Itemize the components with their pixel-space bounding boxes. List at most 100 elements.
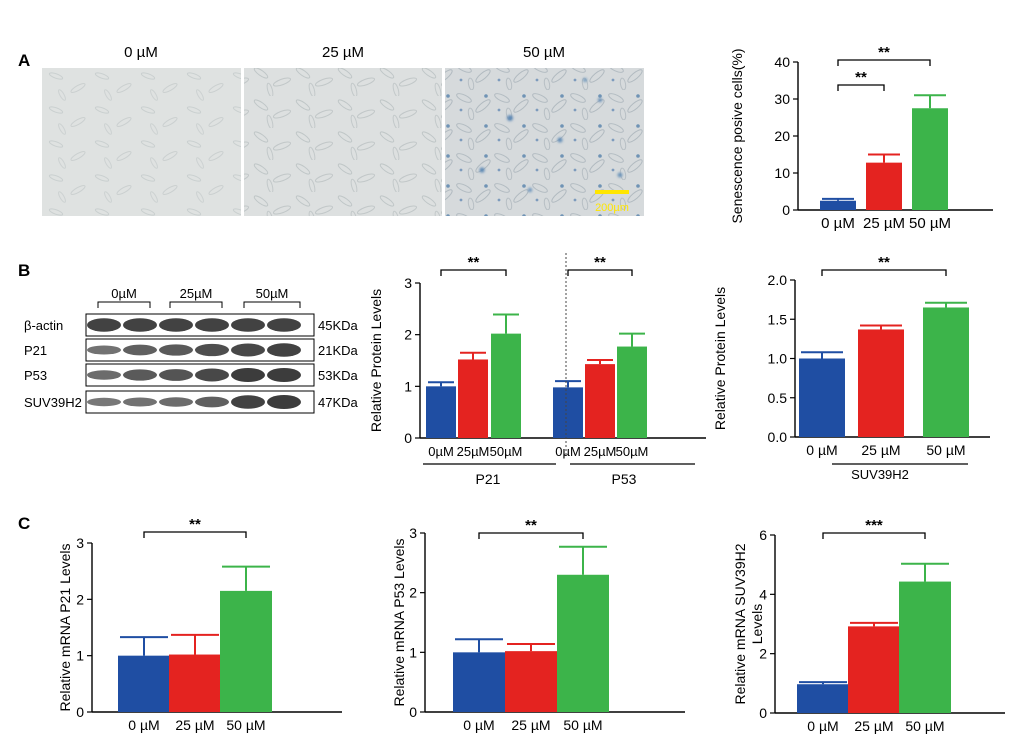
blot-group-bracket xyxy=(243,301,301,308)
blot-band xyxy=(267,343,301,357)
blot-band xyxy=(195,368,229,382)
blot-band xyxy=(195,396,229,408)
bar xyxy=(118,655,170,712)
blot-band xyxy=(195,318,229,332)
x-tick-label: 0 µM xyxy=(463,717,494,733)
y-tick-label: 3 xyxy=(409,525,417,541)
y-tick-label: 30 xyxy=(774,91,790,107)
bar xyxy=(848,626,900,713)
significance-bracket xyxy=(567,269,633,276)
bar xyxy=(923,307,969,437)
y-axis-label: Relative mRNA P53 Levels xyxy=(391,538,407,706)
group-label: P21 xyxy=(476,471,501,487)
significance-label: ** xyxy=(855,69,867,86)
blot-band xyxy=(267,318,301,332)
micrograph-row: 0 µM 25 µM 50 µM 200µm xyxy=(42,44,644,216)
x-tick-label: 25µM xyxy=(584,444,617,459)
bar xyxy=(220,590,272,712)
x-tick-label: 0µM xyxy=(428,444,454,459)
y-tick-label: 0 xyxy=(759,705,767,721)
x-tick-label: 0 µM xyxy=(821,215,855,232)
blot-group-label: 0µM xyxy=(111,286,137,301)
significance-bracket xyxy=(478,532,584,539)
y-tick-label: 2 xyxy=(404,327,412,343)
blot-band xyxy=(159,397,193,407)
blot-band xyxy=(87,397,121,407)
blot-band xyxy=(231,395,265,409)
panel-letter-b: B xyxy=(18,261,30,280)
x-tick-label: 25 µM xyxy=(511,717,550,733)
blot-row-label: P21 xyxy=(24,343,47,358)
blot-band xyxy=(123,397,157,407)
y-axis-label: Senescence posive cells(%) xyxy=(729,48,745,223)
blot-band xyxy=(87,345,121,355)
blot-row-label: β-actin xyxy=(24,318,63,333)
blot-kda-label: 53KDa xyxy=(318,368,359,383)
panel-letter-c: C xyxy=(18,514,30,533)
bar xyxy=(453,652,505,712)
x-tick-label: 0 µM xyxy=(806,442,837,458)
y-tick-label: 20 xyxy=(774,128,790,144)
bar xyxy=(797,684,849,713)
bar xyxy=(426,386,456,438)
y-axis-label: Relative Protein Levels xyxy=(712,287,728,430)
significance-label: ** xyxy=(878,44,890,61)
y-tick-label: 2 xyxy=(759,646,767,662)
panel-letter-a: A xyxy=(18,51,30,70)
y-tick-label: 10 xyxy=(774,165,790,181)
y-tick-label: 40 xyxy=(774,54,790,70)
y-tick-label: 0 xyxy=(782,202,790,218)
blot-band xyxy=(159,369,193,381)
x-tick-label: 25 µM xyxy=(861,442,900,458)
blot-band xyxy=(87,370,121,380)
blot-group-label: 50µM xyxy=(256,286,289,301)
micrograph-label-25um: 25 µM xyxy=(322,44,364,61)
micrograph-0um xyxy=(42,68,241,216)
x-tick-label: 0 µM xyxy=(128,717,159,733)
blot-band xyxy=(123,318,157,332)
x-tick-label: 50 µM xyxy=(909,215,951,232)
micrograph-label-50um: 50 µM xyxy=(523,44,565,61)
blot-band xyxy=(195,343,229,357)
significance-bracket xyxy=(440,269,507,276)
blot-band xyxy=(231,368,265,382)
chart-c-mrna-suv39h2: 0 2 4 6 Relative mRNA SUV39H2 Levels 0 µM 25 µM… xyxy=(732,517,1005,734)
x-tick-label: 25 µM xyxy=(863,215,905,232)
bar xyxy=(899,581,951,713)
y-tick-label: 0 xyxy=(76,704,84,720)
significance-label: ** xyxy=(468,254,480,271)
bar xyxy=(505,651,557,712)
bar xyxy=(553,387,583,438)
y-tick-label: 0.5 xyxy=(768,390,788,406)
significance-label: *** xyxy=(865,517,883,534)
significance-bracket xyxy=(837,84,885,91)
blot-band xyxy=(267,395,301,409)
y-tick-label: 2 xyxy=(76,591,84,607)
y-tick-label: 2 xyxy=(409,585,417,601)
y-tick-label: 1 xyxy=(409,644,417,660)
y-tick-label: 3 xyxy=(404,275,412,291)
blot-band xyxy=(87,318,121,332)
blot-band xyxy=(123,344,157,356)
y-tick-label: 1 xyxy=(76,648,84,664)
bar xyxy=(557,574,609,712)
blot-row-label: P53 xyxy=(24,368,47,383)
x-tick-label: 50 µM xyxy=(926,442,965,458)
bar xyxy=(617,346,647,438)
x-tick-label: 50 µM xyxy=(905,718,944,734)
significance-bracket xyxy=(821,269,947,276)
chart-b-protein-suv39h2: 0.0 0.5 1.0 1.5 2.0 Relative Protein Levels 0 … xyxy=(712,254,990,482)
bar xyxy=(458,359,488,438)
blot-band xyxy=(267,368,301,382)
significance-label: ** xyxy=(878,254,890,271)
significance-bracket xyxy=(143,531,247,538)
x-tick-label: 50 µM xyxy=(563,717,602,733)
group-label: P53 xyxy=(612,471,637,487)
scale-bar-label: 200µm xyxy=(595,202,629,214)
x-tick-label: 25µM xyxy=(457,444,490,459)
bar xyxy=(858,329,904,437)
bar xyxy=(866,162,902,210)
